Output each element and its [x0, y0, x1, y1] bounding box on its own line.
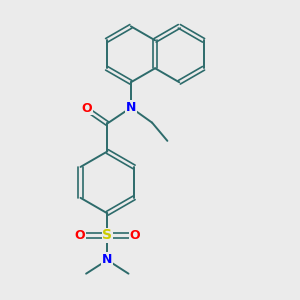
- Text: O: O: [129, 229, 140, 242]
- Text: O: O: [75, 229, 85, 242]
- Text: N: N: [102, 253, 112, 266]
- Text: O: O: [81, 102, 92, 115]
- Text: S: S: [102, 228, 112, 242]
- Text: N: N: [126, 101, 136, 114]
